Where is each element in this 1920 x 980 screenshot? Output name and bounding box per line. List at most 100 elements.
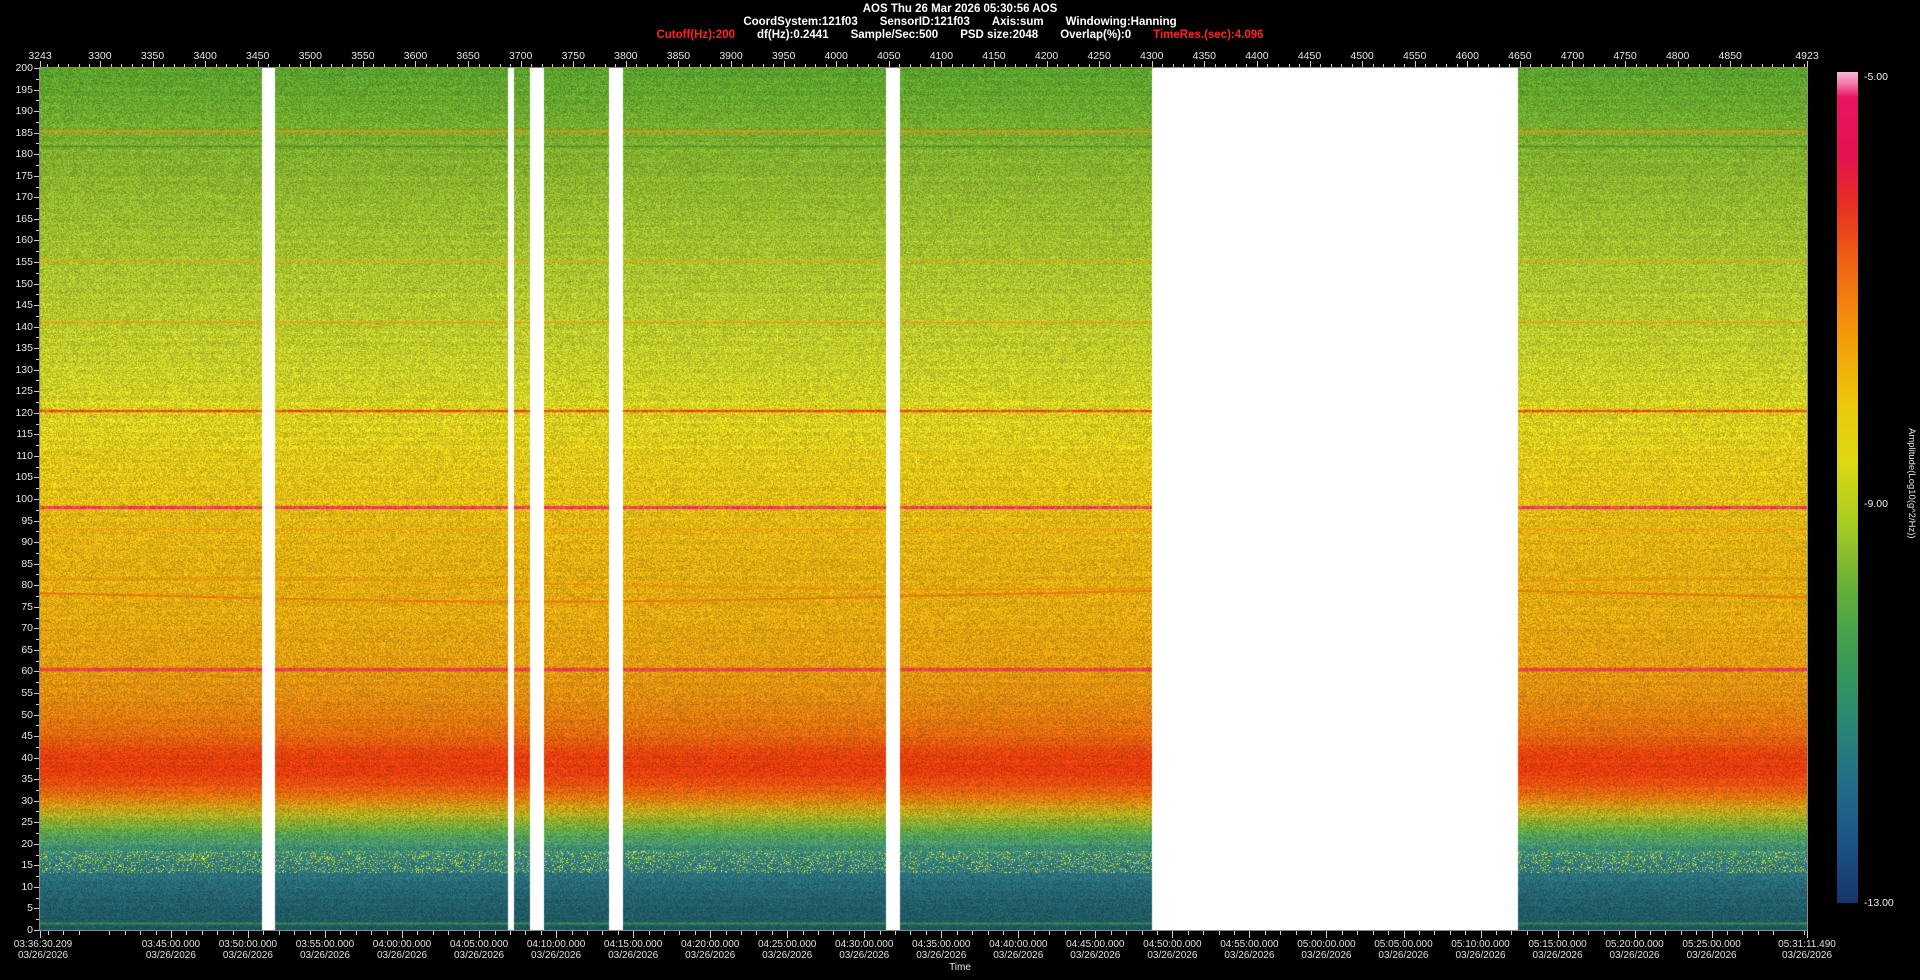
- top-axis-major-tick: [257, 61, 259, 68]
- top-axis-minor-tick: [1772, 64, 1774, 68]
- top-axis-minor-tick: [499, 64, 501, 68]
- top-axis-minor-tick: [194, 64, 196, 68]
- time-axis-minor-tick: [63, 931, 65, 935]
- freq-axis-tick-label: 20: [21, 837, 33, 850]
- time-axis-minor-tick: [1295, 931, 1297, 935]
- top-axis-major-tick: [1677, 61, 1679, 68]
- top-axis-tick-label: 3750: [561, 50, 585, 62]
- freq-axis-major-tick: [34, 692, 39, 694]
- time-axis-major-tick: [1326, 931, 1328, 938]
- top-axis-minor-tick: [930, 64, 932, 68]
- top-axis-minor-tick: [1183, 64, 1185, 68]
- time-axis-minor-tick: [818, 931, 819, 935]
- time-tick-label: 04:00:00.000: [372, 939, 432, 950]
- param-item: CoordSystem:121f03: [743, 16, 858, 28]
- top-axis-major-tick: [625, 61, 627, 68]
- freq-axis-tick-label: 160: [15, 234, 33, 247]
- top-axis-minor-tick: [857, 64, 859, 68]
- freq-axis-minor-tick: [36, 574, 39, 576]
- top-axis-minor-tick: [1635, 64, 1637, 68]
- top-axis-major-tick: [678, 61, 680, 68]
- top-axis-minor-tick: [1803, 64, 1805, 68]
- top-axis-minor-tick: [1446, 64, 1448, 68]
- freq-axis-minor-tick: [36, 186, 39, 188]
- time-tick-label: 05:10:00.000: [1451, 939, 1510, 950]
- top-axis-minor-tick: [1015, 64, 1016, 68]
- top-axis-minor-tick: [236, 64, 238, 68]
- freq-axis-tick-label: 180: [15, 148, 33, 161]
- time-axis-minor-tick: [1002, 931, 1004, 935]
- time-axis-minor-tick: [1311, 931, 1312, 935]
- top-axis-tick-label: 4600: [1455, 50, 1479, 62]
- freq-axis-minor-tick: [36, 833, 39, 835]
- time-tick-date: 03/26/2026: [454, 950, 505, 961]
- time-axis-minor-tick: [463, 931, 465, 935]
- time-axis-minor-tick: [1234, 931, 1235, 935]
- top-axis-minor-tick: [1351, 64, 1353, 68]
- time-tick-label: 04:50:00.000: [1143, 939, 1202, 950]
- freq-axis-major-tick: [34, 326, 39, 328]
- time-axis-minor-tick: [910, 931, 912, 935]
- top-axis-minor-tick: [594, 64, 596, 68]
- freq-axis-minor-tick: [36, 595, 39, 597]
- freq-axis-minor-tick: [36, 768, 39, 770]
- freq-axis-tick-label: 135: [15, 342, 33, 355]
- freq-axis-major-tick: [34, 714, 39, 716]
- top-axis-tick-label: 4450: [1297, 50, 1322, 62]
- top-axis-minor-tick: [1299, 64, 1300, 68]
- freq-axis-minor-tick: [36, 423, 39, 425]
- time-tick-date: 03/26/2026: [1070, 950, 1121, 961]
- time-axis-major-tick: [1557, 931, 1559, 938]
- top-axis-minor-tick: [1477, 64, 1479, 68]
- freq-axis-tick-label: 140: [15, 320, 33, 333]
- freq-axis-tick-label: 70: [21, 622, 33, 635]
- freq-axis-tick-label: 95: [21, 514, 33, 527]
- params-line-2: Cutoff(Hz):200 df(Hz):0.2441 Sample/Sec:50…: [0, 29, 1920, 41]
- freq-axis-tick-label: 150: [15, 277, 33, 290]
- colorbar-tick-label: -13.00: [1864, 897, 1894, 909]
- time-tick-date: 03/26/2026: [916, 950, 967, 961]
- top-axis-minor-tick: [710, 64, 711, 68]
- top-axis-minor-tick: [909, 64, 911, 68]
- time-axis-minor-tick: [725, 931, 727, 935]
- top-axis-minor-tick: [247, 64, 249, 68]
- top-axis-minor-tick: [604, 64, 606, 68]
- top-axis-minor-tick: [1109, 64, 1111, 68]
- freq-axis-minor-tick: [36, 466, 39, 468]
- top-axis-minor-tick: [1172, 64, 1174, 68]
- time-tick-label: 04:15:00.000: [603, 939, 663, 950]
- time-tick-date: 03/26/2026: [376, 950, 428, 961]
- time-axis-minor-tick: [1141, 931, 1143, 935]
- freq-axis-minor-tick: [36, 358, 39, 360]
- freq-axis-tick-label: 85: [21, 557, 33, 570]
- time-axis-minor-tick: [1449, 931, 1451, 935]
- time-tick-label: 04:35:00.000: [912, 939, 971, 950]
- top-axis-tick-label: 4300: [1140, 50, 1164, 62]
- top-axis-minor-tick: [405, 64, 406, 68]
- time-tick-date: 03/26/2026: [839, 950, 890, 961]
- freq-axis-major-tick: [34, 111, 39, 113]
- top-axis-major-tick: [941, 61, 943, 68]
- time-axis-minor-tick: [232, 931, 234, 935]
- time-tick-date: 03/26/2026: [1147, 950, 1198, 961]
- time-axis-minor-tick: [201, 931, 203, 935]
- time-tick-date: 03/26/2026: [1455, 950, 1506, 961]
- time-axis-minor-tick: [848, 931, 850, 935]
- time-axis-minor-tick: [1218, 931, 1220, 935]
- top-axis-minor-tick: [1530, 64, 1532, 68]
- top-axis-major-tick: [520, 61, 522, 68]
- time-axis-minor-tick: [602, 931, 604, 935]
- top-axis-minor-tick: [1709, 64, 1711, 68]
- top-axis-minor-tick: [394, 64, 396, 68]
- freq-axis-tick-label: 90: [21, 536, 33, 549]
- top-axis-minor-tick: [1761, 64, 1763, 68]
- top-axis-minor-tick: [478, 64, 480, 68]
- time-tick-date: 03/26/2026: [17, 950, 69, 961]
- time-axis-minor-tick: [663, 931, 665, 935]
- param-item: TimeRes.(sec):4.096: [1153, 29, 1264, 41]
- time-axis-major-tick: [710, 931, 712, 938]
- top-axis-minor-tick: [1498, 64, 1500, 68]
- top-axis-major-tick: [1256, 61, 1258, 68]
- spectrogram-canvas[interactable]: [40, 68, 1807, 930]
- freq-axis-tick-label: 155: [15, 255, 33, 268]
